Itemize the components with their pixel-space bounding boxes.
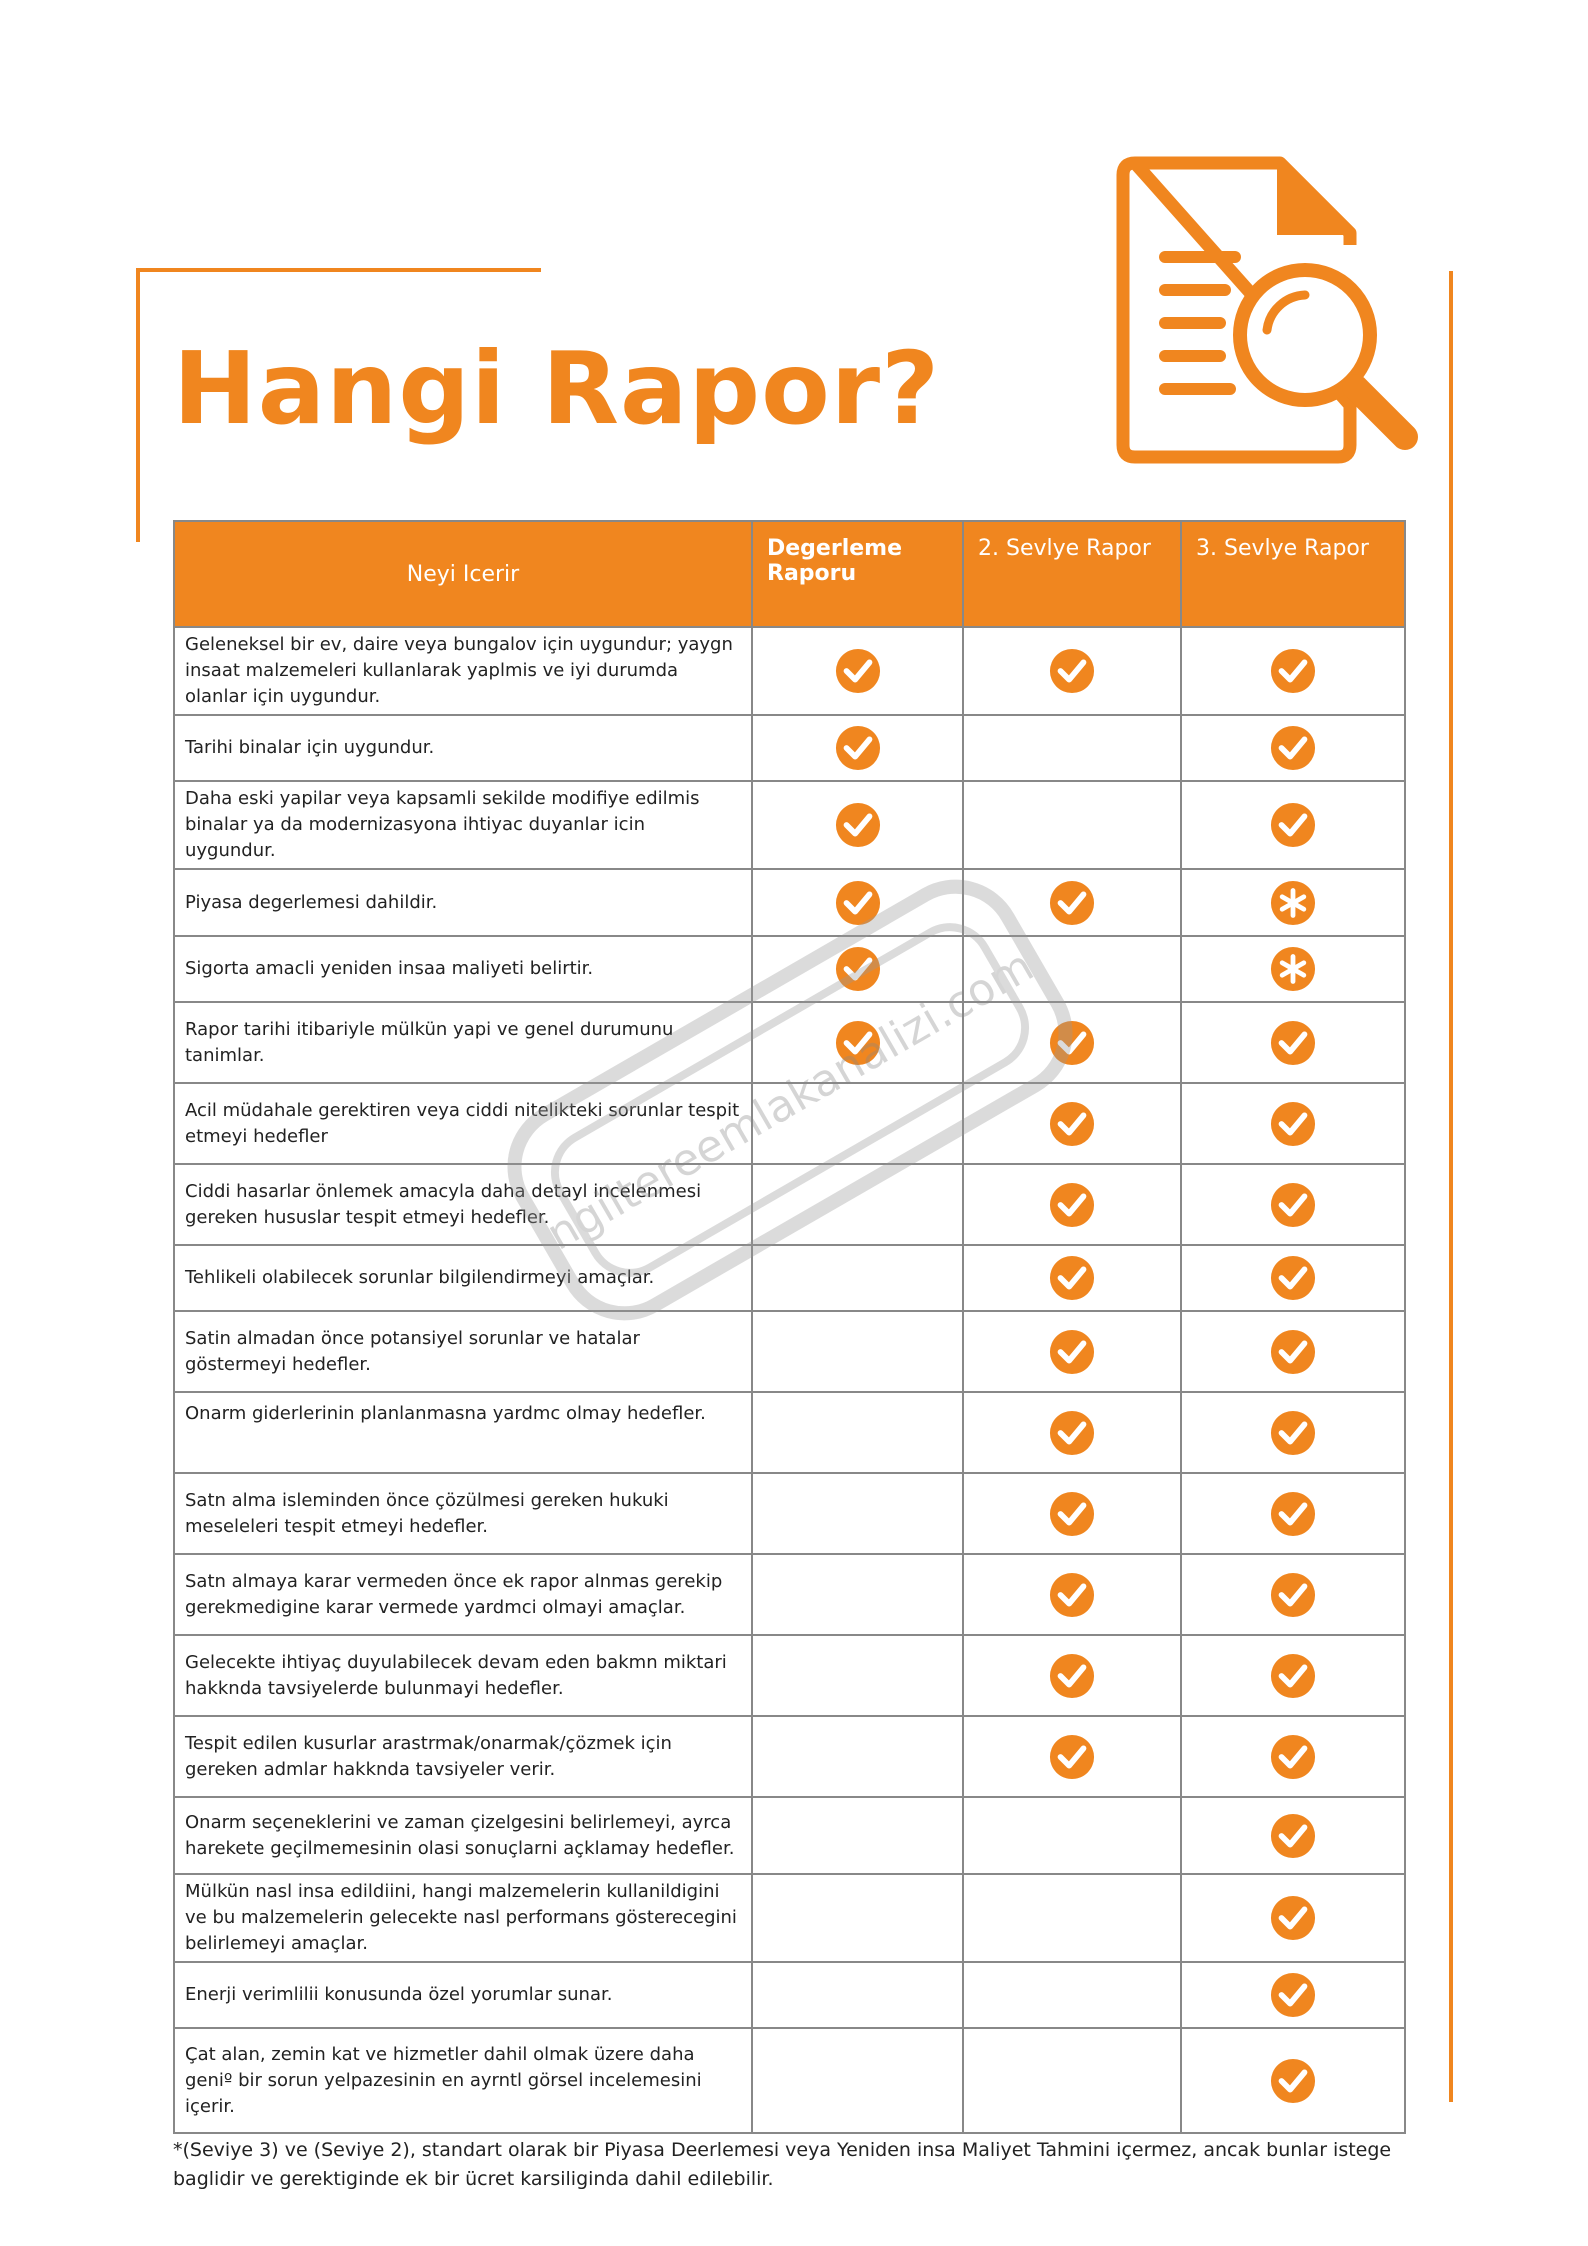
asterisk <box>1180 935 1406 1003</box>
check <box>962 1163 1182 1246</box>
empty-cell <box>751 1082 964 1165</box>
check <box>962 1244 1182 1312</box>
check <box>1180 626 1406 716</box>
check <box>1180 1634 1406 1717</box>
check <box>962 1001 1182 1084</box>
empty-cell <box>751 1873 964 1963</box>
check <box>751 780 964 870</box>
empty-cell <box>751 1553 964 1636</box>
title: Hangi Rapor? <box>173 330 941 447</box>
row-text: Enerji verimlilii konusunda özel yorumla… <box>173 1961 753 2029</box>
row-text: Sigorta amacli yeniden insaa maliyeti be… <box>173 935 753 1003</box>
asterisk <box>1180 868 1406 937</box>
empty-cell <box>751 1310 964 1393</box>
frame-line <box>1449 271 1453 2102</box>
check <box>1180 2027 1406 2134</box>
row-text: Daha eski yapilar veya kapsamli sekilde … <box>173 780 753 870</box>
check <box>962 626 1182 716</box>
empty-cell <box>751 1634 964 1717</box>
row-text: Satn alma isleminden önce çözülmesi gere… <box>173 1472 753 1555</box>
check <box>962 1634 1182 1717</box>
empty-cell <box>751 2027 964 2134</box>
check <box>962 868 1182 937</box>
row-text: Satn almaya karar vermeden önce ek rapor… <box>173 1553 753 1636</box>
empty-cell <box>751 1715 964 1798</box>
row-text: Piyasa degerlemesi dahildir. <box>173 868 753 937</box>
check <box>1180 1391 1406 1474</box>
check <box>962 1472 1182 1555</box>
header-row: Neyi Icerir Degerleme Raporu 2. Sevlye R… <box>173 520 1406 628</box>
check <box>962 1391 1182 1474</box>
row-text: Ciddi hasarlar önlemek amacyla daha deta… <box>173 1163 753 1246</box>
header-cell: Degerleme Raporu <box>751 520 964 628</box>
check <box>751 935 964 1003</box>
check <box>1180 1472 1406 1555</box>
empty-cell <box>751 1244 964 1312</box>
row-text: Onarm seçeneklerini ve zaman çizelgesini… <box>173 1796 753 1875</box>
empty-cell <box>962 714 1182 782</box>
check <box>1180 1001 1406 1084</box>
check <box>1180 1244 1406 1312</box>
empty-cell <box>751 1961 964 2029</box>
row-text: Tarihi binalar için uygundur. <box>173 714 753 782</box>
row-text: Geleneksel bir ev, daire veya bungalov i… <box>173 626 753 716</box>
check <box>1180 780 1406 870</box>
footnote: *(Seviye 3) ve (Seviye 2), standart olar… <box>173 2139 1392 2190</box>
check <box>1180 1796 1406 1875</box>
check <box>1180 1715 1406 1798</box>
check <box>751 626 964 716</box>
frame-line <box>137 268 541 272</box>
empty-cell <box>751 1796 964 1875</box>
empty-cell <box>751 1391 964 1474</box>
empty-cell <box>751 1472 964 1555</box>
check <box>1180 1873 1406 1963</box>
empty-cell <box>962 1873 1182 1963</box>
row-text: Gelecekte ihtiyaç duyulabilecek devam ed… <box>173 1634 753 1717</box>
header-cell: 2. Sevlye Rapor <box>962 520 1182 628</box>
empty-cell <box>751 1163 964 1246</box>
empty-cell <box>962 780 1182 870</box>
row-text: Mülkün nasl insa edildiini, hangi malzem… <box>173 1873 753 1963</box>
row-text: Çat alan, zemin kat ve hizmetler dahil o… <box>173 2027 753 2134</box>
header-cell: 3. Sevlye Rapor <box>1180 520 1406 628</box>
check <box>962 1715 1182 1798</box>
header-cell: Neyi Icerir <box>173 520 753 628</box>
comparison-table: Neyi Icerir Degerleme Raporu 2. Sevlye R… <box>173 520 1406 2134</box>
row-text: Onarm giderlerinin planlanmasna yardmc o… <box>173 1391 753 1474</box>
check <box>962 1553 1182 1636</box>
row-text: Satin almadan önce potansiyel sorunlar v… <box>173 1310 753 1393</box>
check <box>1180 1310 1406 1393</box>
check <box>751 1001 964 1084</box>
frame-line <box>136 268 140 542</box>
empty-cell <box>962 2027 1182 2134</box>
row-text: Tespit edilen kusurlar arastrmak/onarmak… <box>173 1715 753 1798</box>
check <box>1180 1961 1406 2029</box>
row-text: Tehlikeli olabilecek sorunlar bilgilendi… <box>173 1244 753 1312</box>
row-text: Rapor tarihi itibariyle mülkün yapi ve g… <box>173 1001 753 1084</box>
empty-cell <box>962 1796 1182 1875</box>
check <box>962 1082 1182 1165</box>
check <box>962 1310 1182 1393</box>
report-icon <box>1116 156 1418 464</box>
check <box>751 714 964 782</box>
check <box>1180 1082 1406 1165</box>
empty-cell <box>962 935 1182 1003</box>
empty-cell <box>962 1961 1182 2029</box>
check <box>1180 1163 1406 1246</box>
row-text: Acil müdahale gerektiren veya ciddi nite… <box>173 1082 753 1165</box>
check <box>1180 714 1406 782</box>
check <box>1180 1553 1406 1636</box>
table-body: Geleneksel bir ev, daire veya bungalov i… <box>173 626 1406 2134</box>
check <box>751 868 964 937</box>
